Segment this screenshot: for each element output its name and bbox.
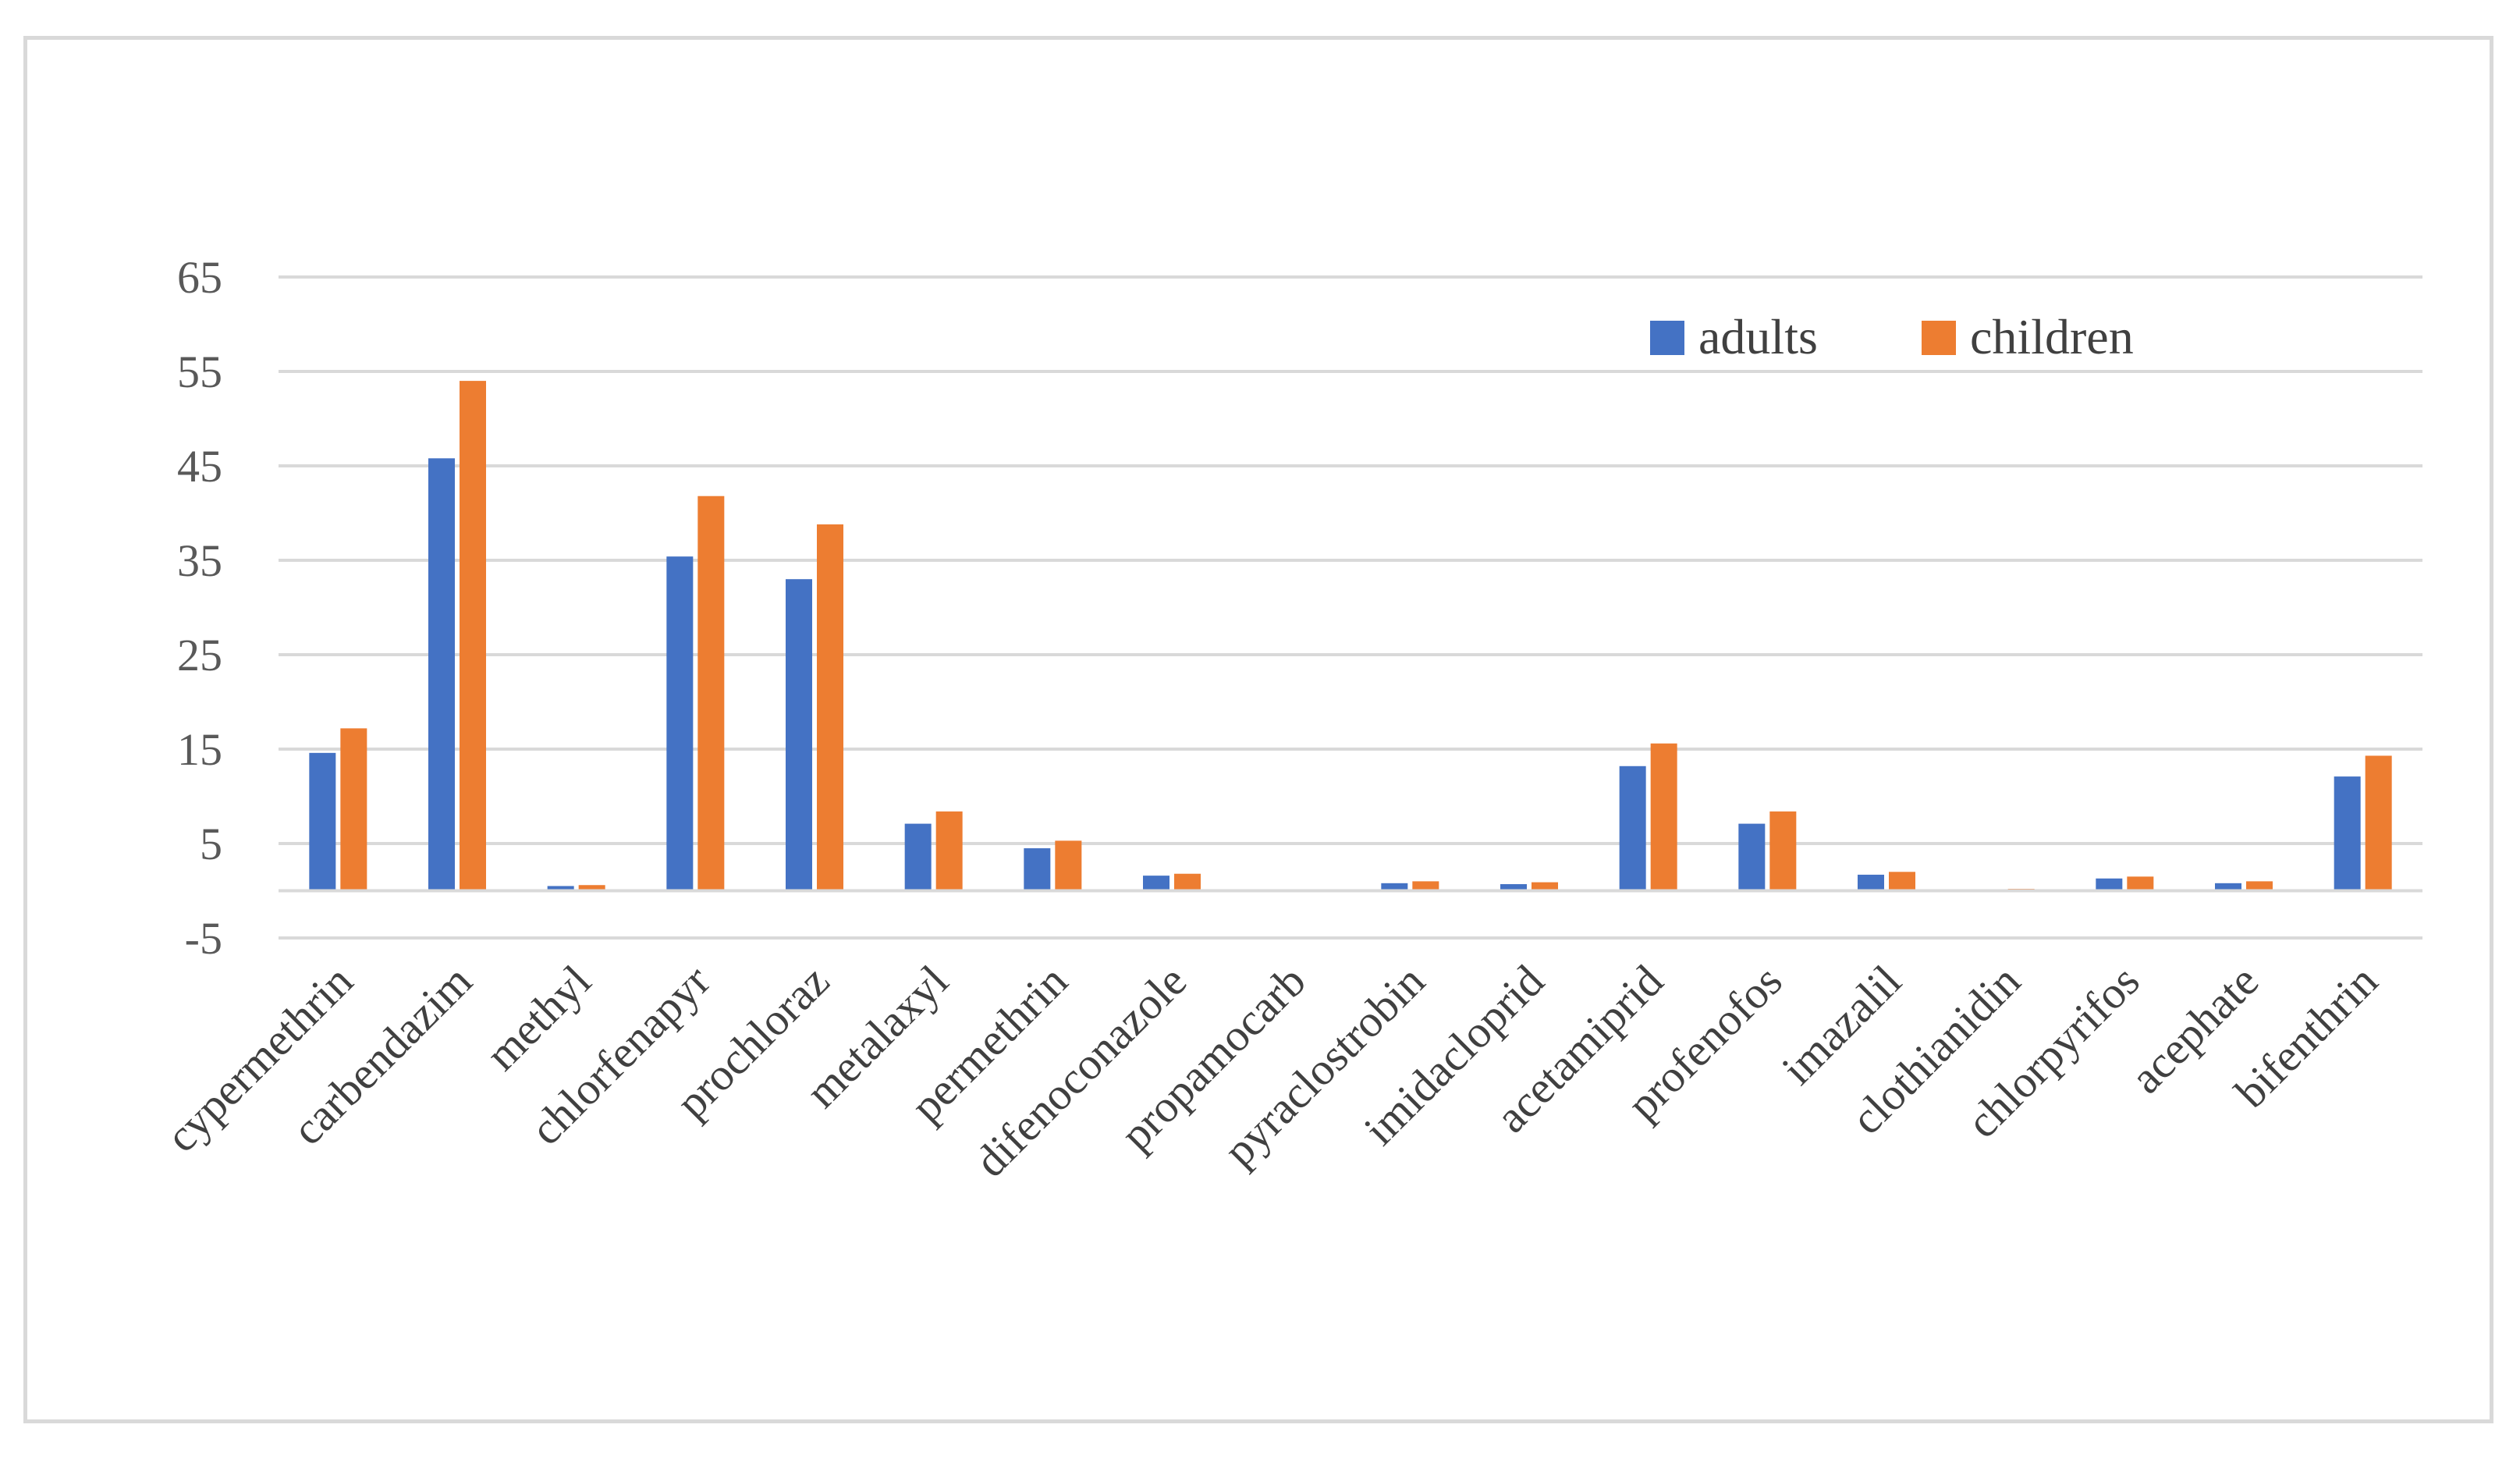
bar-adults-chlorfenapyr	[666, 556, 694, 891]
bar-adults-metalaxyl	[904, 823, 932, 891]
bar-children-profenofos	[1769, 811, 1797, 891]
legend-label: children	[1970, 309, 2134, 364]
y-tick-label: 15	[177, 724, 222, 775]
bar-adults-pyraclostrobin	[1381, 883, 1408, 891]
bar-adults-carbendazim	[428, 458, 455, 891]
legend-swatch-adults	[1650, 321, 1684, 355]
bar-children-pyraclostrobin	[1412, 881, 1439, 891]
y-tick-label: 65	[177, 252, 222, 303]
y-axis-tick-labels: 65 55 45 35 25 15 5 -5	[177, 252, 222, 964]
x-category-label: difenoconazole	[965, 955, 1196, 1186]
bar-adults-imazalil	[1858, 874, 1884, 891]
bar-children-cypermethrin	[340, 728, 367, 891]
y-tick-label: 45	[177, 441, 222, 492]
bar-children-imazalil	[1889, 872, 1915, 891]
bar-adults-profenofos	[1738, 823, 1766, 891]
bar-children-carbendazim	[460, 381, 486, 891]
bar-adults-chlorpyrifos	[2096, 878, 2123, 891]
bar-children-metalaxyl	[935, 811, 963, 891]
bar-adults-methyl	[547, 886, 574, 891]
bar-children-prochloraz	[817, 524, 843, 891]
x-axis-category-labels: cypermethrincarbendazimmethylchlorfenapy…	[156, 955, 2387, 1186]
bar-adults-bifenthrin	[2334, 776, 2361, 891]
bar-children-acephate	[2246, 881, 2273, 891]
bar-adults-imidacloprid	[1500, 884, 1527, 891]
bars	[309, 381, 2392, 891]
legend: adults children	[1650, 309, 2134, 364]
bar-children-bifenthrin	[2365, 755, 2392, 891]
y-tick-label: 5	[200, 819, 222, 869]
bar-children-permethrin	[1055, 840, 1082, 891]
bar-children-difenoconazole	[1174, 873, 1201, 891]
bar-adults-cypermethrin	[309, 752, 336, 891]
bar-adults-difenoconazole	[1143, 876, 1169, 891]
bar-chart: 65 55 45 35 25 15 5 -5 cypermethrincarbendazimm…	[156, 252, 2422, 1187]
gridlines	[279, 275, 2422, 940]
bar-children-imidacloprid	[1532, 882, 1558, 891]
legend-label: adults	[1698, 309, 1818, 364]
bar-adults-acephate	[2215, 883, 2241, 891]
y-tick-label: 35	[177, 535, 222, 586]
y-tick-label: -5	[185, 913, 222, 964]
y-tick-label: 55	[177, 346, 222, 397]
bar-adults-prochloraz	[786, 579, 812, 891]
bar-children-methyl	[578, 885, 605, 891]
bar-adults-acetamiprid	[1619, 766, 1646, 891]
bar-children-chlorfenapyr	[697, 496, 725, 891]
bar-children-acetamiprid	[1650, 743, 1677, 891]
legend-swatch-children	[1922, 321, 1956, 355]
bar-adults-permethrin	[1024, 848, 1051, 891]
chart-frame: 65 55 45 35 25 15 5 -5 cypermethrin carbendazim m…	[23, 36, 2493, 1423]
bar-children-chlorpyrifos	[2127, 876, 2154, 891]
y-tick-label: 25	[177, 630, 222, 680]
